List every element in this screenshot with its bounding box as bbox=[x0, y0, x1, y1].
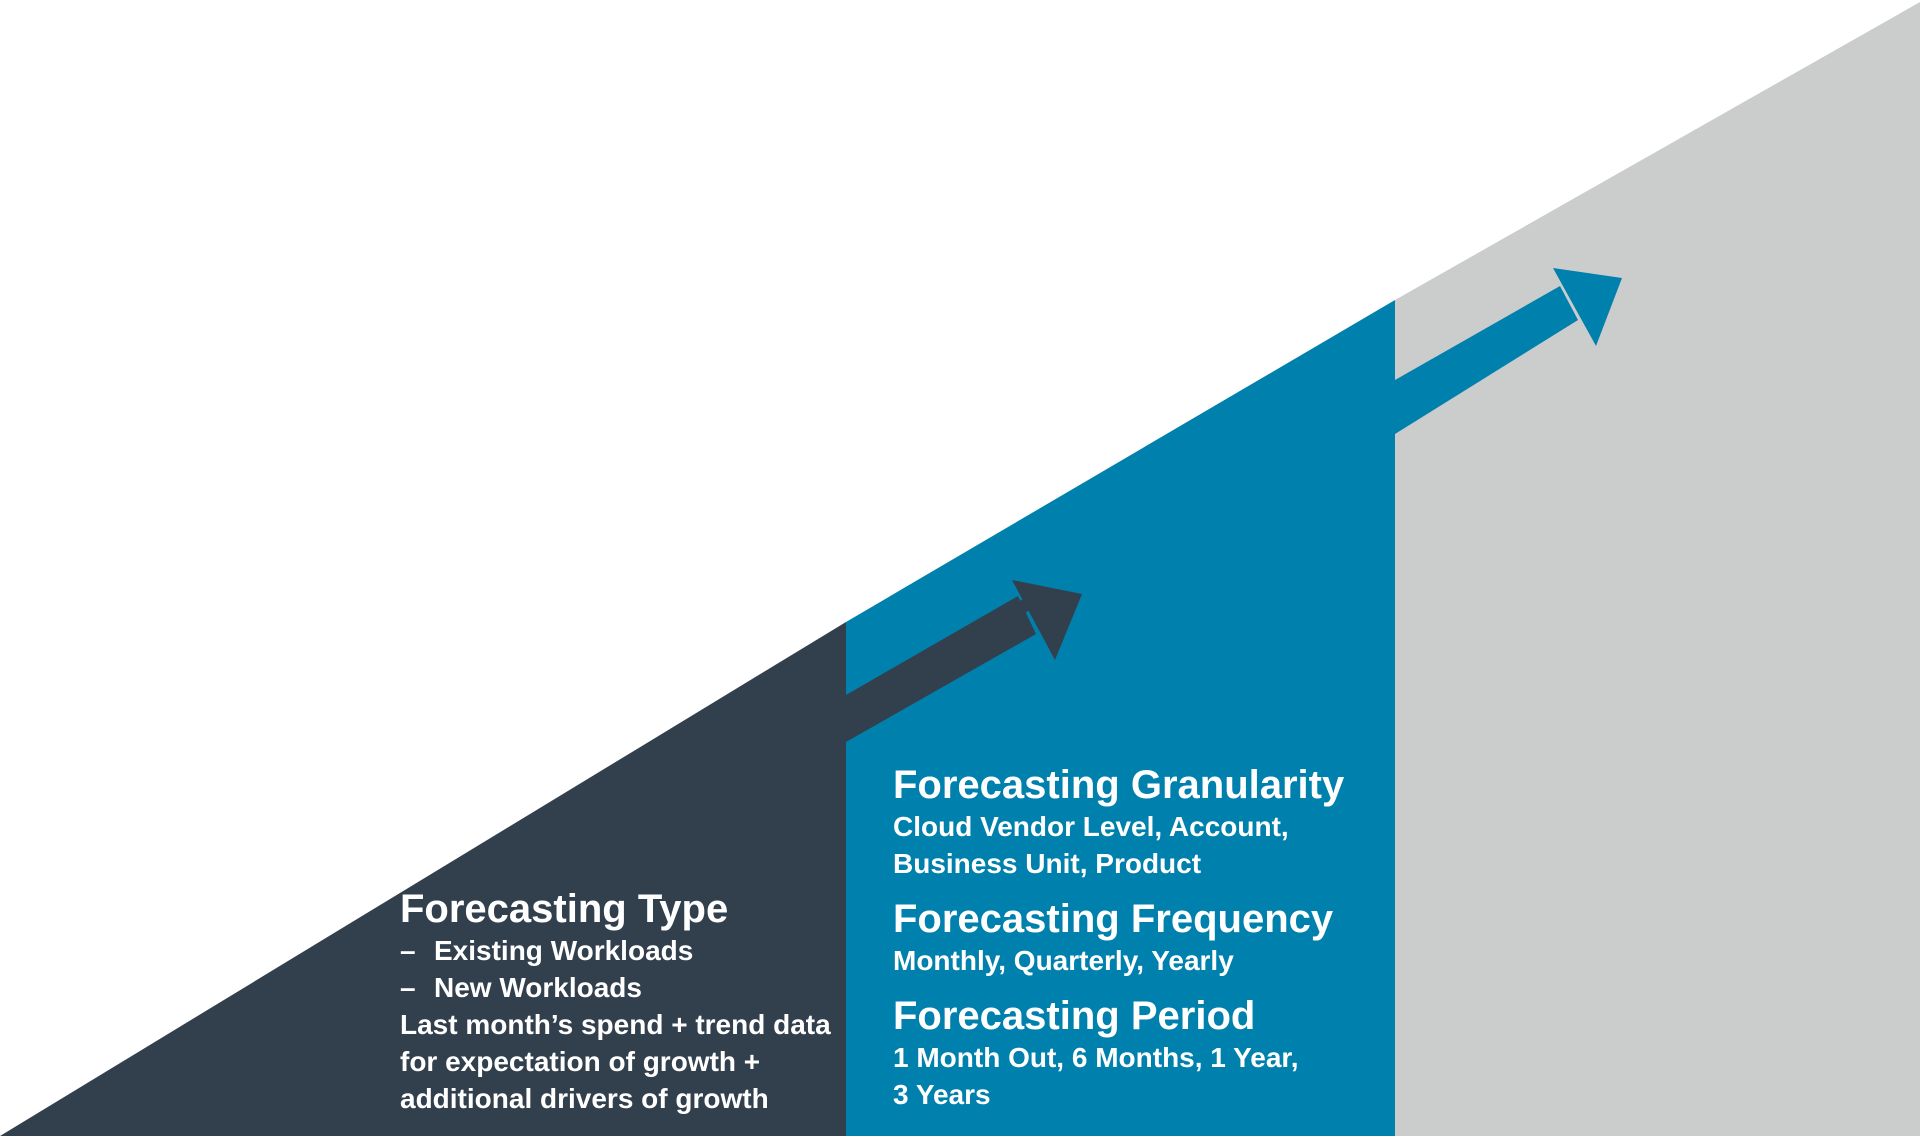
blue-stage-shape bbox=[846, 300, 1395, 1136]
forecasting-frequency-block: Forecasting Frequency Monthly, Quarterly… bbox=[893, 896, 1373, 979]
blue-arrow-icon bbox=[1395, 268, 1622, 434]
forecasting-frequency-heading: Forecasting Frequency bbox=[893, 897, 1334, 941]
bullet-label: New Workloads bbox=[434, 972, 642, 1003]
dark-arrow-icon bbox=[846, 580, 1082, 742]
forecasting-frequency-body: Monthly, Quarterly, Yearly bbox=[893, 945, 1234, 976]
forecasting-period-body: 1 Month Out, 6 Months, 1 Year, 3 Years bbox=[893, 1042, 1299, 1110]
bullet-dash: – bbox=[400, 935, 416, 966]
forecasting-type-heading: Forecasting Type bbox=[400, 887, 729, 931]
forecasting-granularity-block: Forecasting Granularity Cloud Vendor Lev… bbox=[893, 762, 1373, 882]
forecasting-period-heading: Forecasting Period bbox=[893, 994, 1256, 1038]
forecasting-type-description: Last month’s spend + trend data for expe… bbox=[400, 1009, 831, 1114]
forecasting-period-block: Forecasting Period 1 Month Out, 6 Months… bbox=[893, 993, 1373, 1113]
gray-stage-shape bbox=[1395, 2, 1920, 1136]
bullet-new-workloads: – New Workloads bbox=[400, 969, 840, 1006]
forecasting-granularity-heading: Forecasting Granularity bbox=[893, 763, 1345, 807]
bullet-dash: – bbox=[400, 972, 416, 1003]
bullet-existing-workloads: – Existing Workloads bbox=[400, 932, 840, 969]
dark-stage-shape bbox=[0, 622, 846, 1136]
forecasting-granularity-body: Cloud Vendor Level, Account, Business Un… bbox=[893, 811, 1289, 879]
bullet-label: Existing Workloads bbox=[434, 935, 694, 966]
forecasting-type-block: Forecasting Type – Existing Workloads – … bbox=[400, 886, 840, 1117]
